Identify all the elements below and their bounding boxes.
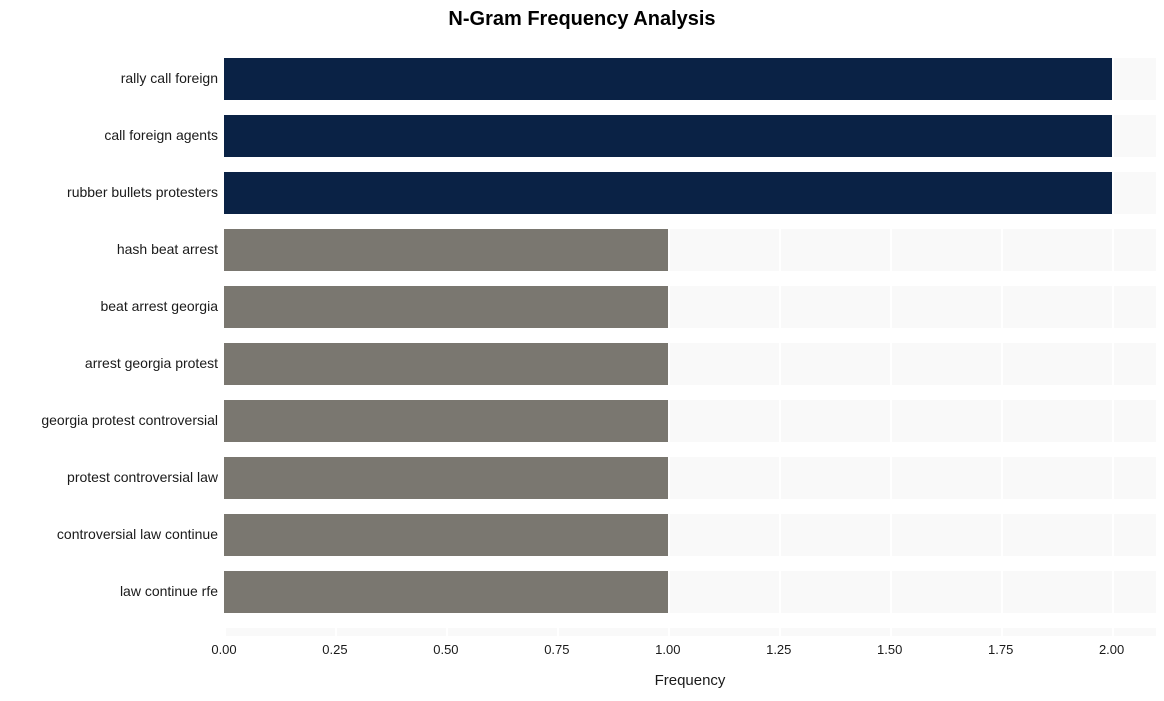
y-tick-label: protest controversial law — [8, 469, 218, 485]
plot-area — [224, 36, 1156, 636]
bar — [224, 571, 668, 613]
y-tick-label: law continue rfe — [8, 583, 218, 599]
y-tick-label: call foreign agents — [8, 127, 218, 143]
grid-band — [224, 613, 1156, 628]
x-tick-label: 2.00 — [1099, 642, 1124, 657]
grid-band — [224, 442, 1156, 457]
y-tick-label: rally call foreign — [8, 70, 218, 86]
x-tick-label: 0.75 — [544, 642, 569, 657]
grid-band — [224, 385, 1156, 400]
bar — [224, 514, 668, 556]
x-tick-label: 1.25 — [766, 642, 791, 657]
bar — [224, 400, 668, 442]
y-tick-label: beat arrest georgia — [8, 298, 218, 314]
bar — [224, 115, 1112, 157]
x-tick-label: 1.75 — [988, 642, 1013, 657]
bar — [224, 457, 668, 499]
y-tick-label: georgia protest controversial — [8, 412, 218, 428]
grid-band — [224, 271, 1156, 286]
grid-band — [224, 157, 1156, 172]
grid-line — [1112, 36, 1114, 636]
chart-title: N-Gram Frequency Analysis — [0, 0, 1164, 37]
y-tick-label: hash beat arrest — [8, 241, 218, 257]
grid-band — [224, 214, 1156, 229]
grid-band — [224, 556, 1156, 571]
grid-band — [224, 36, 1156, 58]
grid-band — [224, 499, 1156, 514]
y-tick-label: controversial law continue — [8, 526, 218, 542]
bar — [224, 229, 668, 271]
bar — [224, 172, 1112, 214]
x-tick-label: 0.25 — [322, 642, 347, 657]
bar — [224, 286, 668, 328]
x-tick-label: 1.50 — [877, 642, 902, 657]
y-tick-label: arrest georgia protest — [8, 355, 218, 371]
bar — [224, 343, 668, 385]
x-tick-label: 1.00 — [655, 642, 680, 657]
y-tick-label: rubber bullets protesters — [8, 184, 218, 200]
grid-band — [224, 100, 1156, 115]
x-tick-label: 0.50 — [433, 642, 458, 657]
x-axis-label: Frequency — [224, 672, 1156, 689]
grid-band — [224, 328, 1156, 343]
x-tick-label: 0.00 — [211, 642, 236, 657]
bar — [224, 58, 1112, 100]
